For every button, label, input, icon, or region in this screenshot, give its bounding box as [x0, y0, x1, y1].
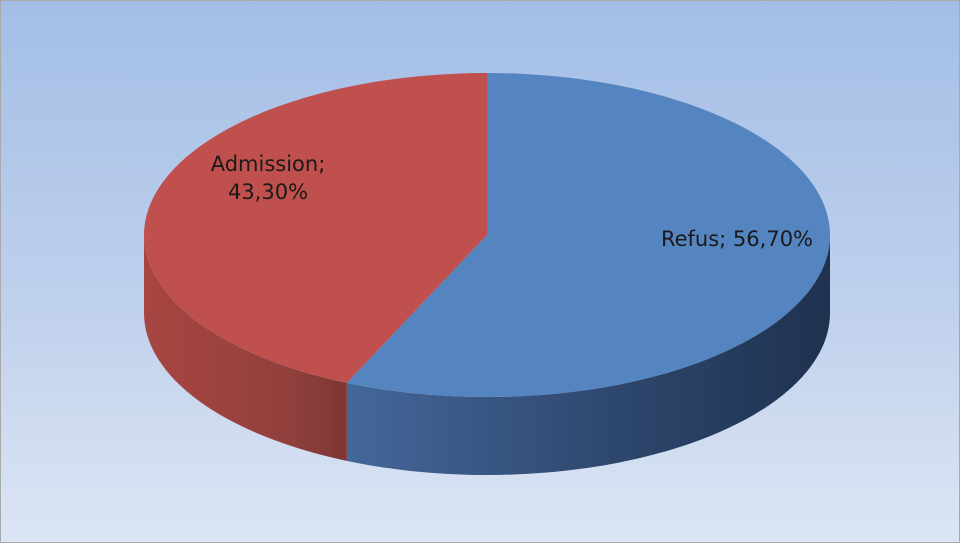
data-label-refus: Refus; 56,70%	[661, 227, 813, 251]
pie-side-refus	[346, 235, 830, 475]
pie-sides	[144, 235, 830, 475]
pie-slice-refus	[346, 73, 831, 397]
data-labels: Refus; 56,70% Admission; 43,30%	[211, 152, 813, 251]
data-label-admission: Admission; 43,30%	[211, 152, 326, 204]
pie-tops	[144, 73, 831, 397]
pie-slice-admission	[144, 73, 487, 383]
pie-side-admission	[144, 235, 347, 461]
